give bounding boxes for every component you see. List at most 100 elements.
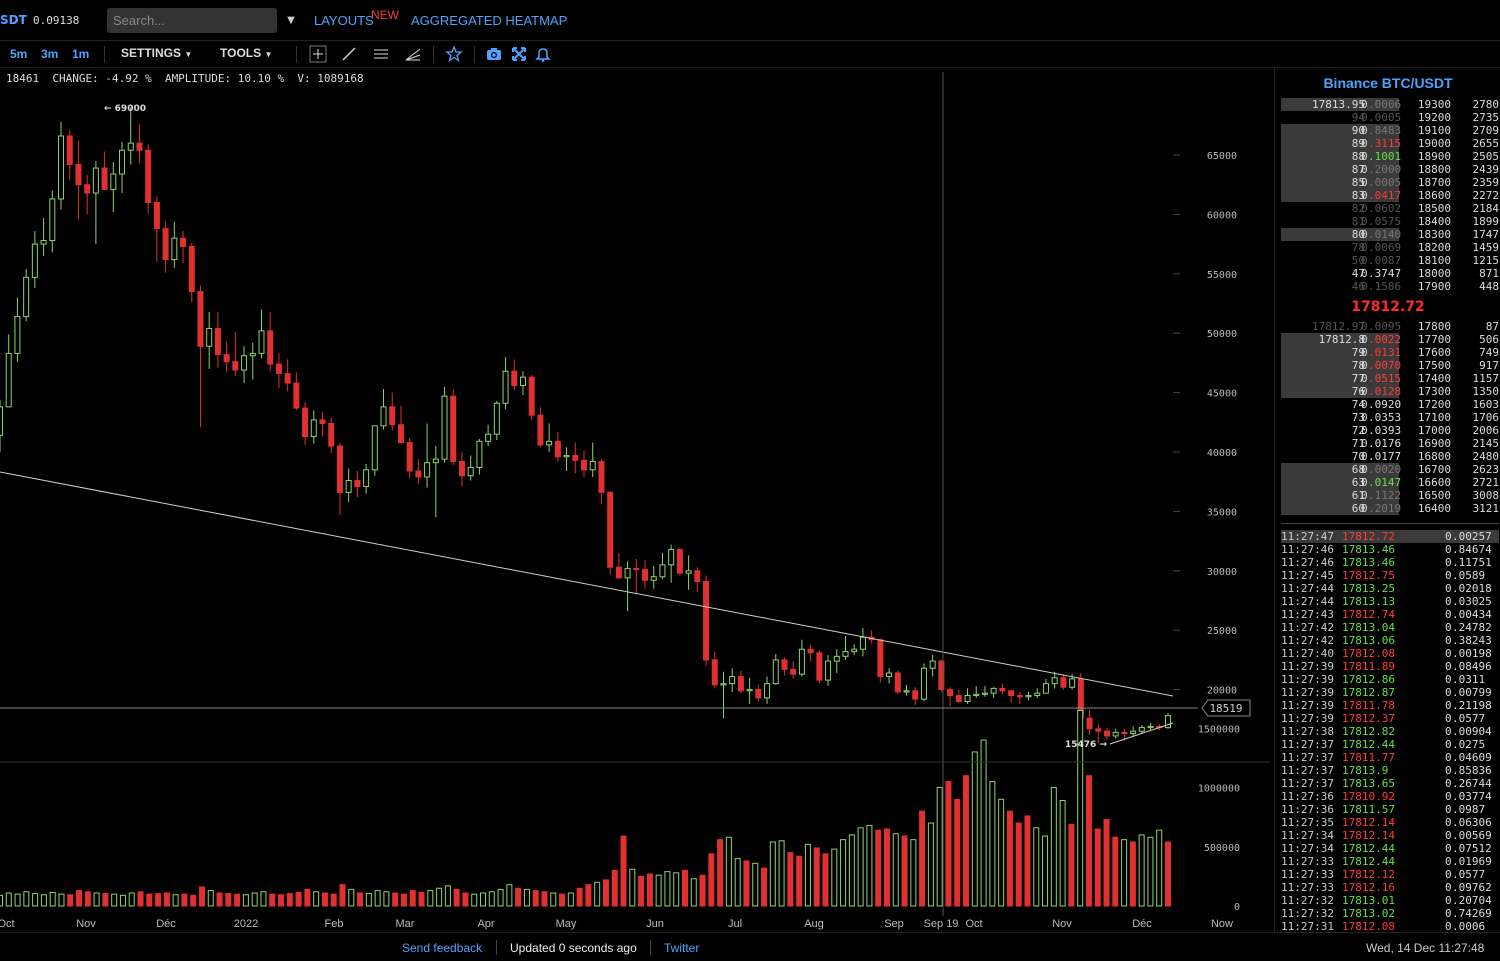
order-book-row[interactable]: 88 0.1001 18900 2505 [1281,150,1499,163]
tools-label: TOOLS [220,46,262,60]
bell-icon[interactable] [534,45,552,63]
order-book-row[interactable]: 94 0.0005 19200 2735 [1281,111,1499,124]
order-book-row[interactable]: 46 0.1586 17900 448 [1281,280,1499,293]
timeframe-5m[interactable]: 5m [10,47,28,61]
trade-time: 11:27:36 [1281,803,1334,816]
candle [642,560,649,589]
order-book-row[interactable]: 85 0.0005 18700 2359 [1281,176,1499,189]
twitter-link[interactable]: Twitter [664,941,700,955]
order-size-int: 0 [1361,398,1368,411]
order-book-row[interactable]: 50 0.0087 18100 1215 [1281,254,1499,267]
timeframe-3m[interactable]: 3m [41,47,59,61]
order-book-row[interactable]: 72 0.0393 17000 2006 [1281,424,1499,437]
crosshair-tool-icon[interactable] [309,45,327,63]
order-book-row[interactable]: 17812.8 0.0022 17700 506 [1281,333,1499,346]
level-price: 17500 [1417,359,1451,372]
order-book-row[interactable]: 60 0.2019 16400 3121 [1281,502,1499,515]
order-book-row[interactable]: 74 0.0920 17200 1603 [1281,398,1499,411]
volume-bar [708,853,715,907]
aggregated-heatmap-link[interactable]: AGGREGATED HEATMAP [411,13,568,28]
order-book-row[interactable]: 17813.95 0.0006 19300 2780 [1281,98,1499,111]
order-size-frac: .1001 [1368,150,1402,163]
order-price: 80 [1351,228,1365,241]
trendline-tool-icon[interactable] [340,45,358,63]
layouts-link[interactable]: LAYOUTS [314,13,374,28]
order-book-row[interactable]: 78 0.0070 17500 917 [1281,359,1499,372]
candle [877,638,884,683]
order-book-row[interactable]: 61 0.1122 16500 3008 [1281,489,1499,502]
chevron-down-icon[interactable]: ▼ [287,15,295,26]
order-book-row[interactable]: 87 0.2000 18800 2439 [1281,163,1499,176]
price-chart[interactable]: 65000 60000 55000 50000 45000 40000 35000 30000… [0,68,1274,932]
candle [912,687,919,706]
order-book-row[interactable]: 90 0.8483 19100 2709 [1281,124,1499,137]
time-axis: Oct Nov Déc 2022 Feb Mar Apr May Jun Jul Aug Sep Oct… [0,918,1233,930]
volume-bar [471,893,478,907]
trade-row: 11:27:34 17812.44 0.07512 [1281,842,1499,855]
tools-menu[interactable]: TOOLS ▼ [220,46,272,60]
volume-bar [699,874,706,907]
timeframe-1m[interactable]: 1m [72,47,90,61]
horizontal-line-tool-icon[interactable] [372,45,390,63]
volume-bar [251,892,258,907]
level-cumulative: 2480 [1472,450,1500,463]
order-book-row[interactable]: 63 0.0147 16600 2721 [1281,476,1499,489]
candle [990,687,997,698]
volume-bar [655,874,662,907]
order-price: 79 [1351,346,1365,359]
trade-time: 11:27:33 [1281,855,1334,868]
order-book-row[interactable]: 78 0.0069 18200 1459 [1281,241,1499,254]
order-book-row[interactable]: 73 0.0353 17100 1706 [1281,411,1499,424]
settings-menu[interactable]: SETTINGS ▼ [121,46,192,60]
time-tick-label: Sep [884,918,904,930]
level-price: 19200 [1417,111,1451,124]
trade-qty-frac: .06306 [1452,816,1492,829]
candle [790,661,797,679]
trendline-upper[interactable] [0,471,1174,697]
order-book-title: Binance BTC/USDT [1323,75,1453,91]
order-book-row[interactable]: 77 0.0515 17400 1157 [1281,372,1499,385]
order-book-row[interactable]: 80 0.0140 18300 1747 [1281,228,1499,241]
volume-bar [392,892,399,907]
volume-bar [278,894,285,907]
order-book-row[interactable]: 71 0.0176 16900 2145 [1281,437,1499,450]
order-book-row[interactable]: 89 0.3115 19000 2655 [1281,137,1499,150]
order-price: 77 [1351,372,1365,385]
order-book-row[interactable]: 81 0.0575 18400 1899 [1281,215,1499,228]
level-cumulative: 2359 [1472,176,1500,189]
fullscreen-icon[interactable] [510,45,528,63]
candle [589,442,596,477]
level-price: 19300 [1417,98,1451,111]
order-size-int: 0 [1361,111,1368,124]
trade-qty-int: 0 [1445,712,1452,725]
chart-toolbar: 5m 3m 1m SETTINGS ▼ TOOLS ▼ [0,41,1500,68]
order-book-row[interactable]: 68 0.0020 16700 2623 [1281,463,1499,476]
order-book-row[interactable]: 17812.97 0.0095 17800 87 [1281,320,1499,333]
send-feedback-link[interactable]: Send feedback [402,941,483,955]
volume-bar [1138,834,1145,907]
volume-bar [480,892,487,907]
order-book-row[interactable]: 70 0.0177 16800 2480 [1281,450,1499,463]
trendline-lower[interactable] [1109,722,1174,745]
time-tick-label: Oct [0,918,15,930]
order-size-int: 0 [1361,385,1368,398]
star-icon[interactable] [445,45,463,63]
time-tick-label: Nov [1052,918,1072,930]
order-book-row[interactable]: 76 0.0128 17300 1350 [1281,385,1499,398]
level-price: 18500 [1417,202,1451,215]
order-price: 71 [1351,437,1365,450]
volume-bar [875,829,882,907]
symbol-label[interactable]: SDT [0,13,27,27]
order-book-row[interactable]: 83 0.0417 18600 2272 [1281,189,1499,202]
fib-tool-icon[interactable] [404,45,422,63]
order-book-row[interactable]: 82 0.0602 18500 2184 [1281,202,1499,215]
trade-time: 11:27:44 [1281,582,1334,595]
camera-icon[interactable] [485,45,503,63]
level-price: 18900 [1417,150,1451,163]
search-input[interactable] [107,8,277,33]
trade-qty-int: 0 [1445,686,1452,699]
order-price: 47 [1351,267,1365,280]
trade-time: 11:27:47 [1281,530,1334,543]
order-book-row[interactable]: 47 0.3747 18000 871 [1281,267,1499,280]
order-book-row[interactable]: 79 0.0131 17600 749 [1281,346,1499,359]
